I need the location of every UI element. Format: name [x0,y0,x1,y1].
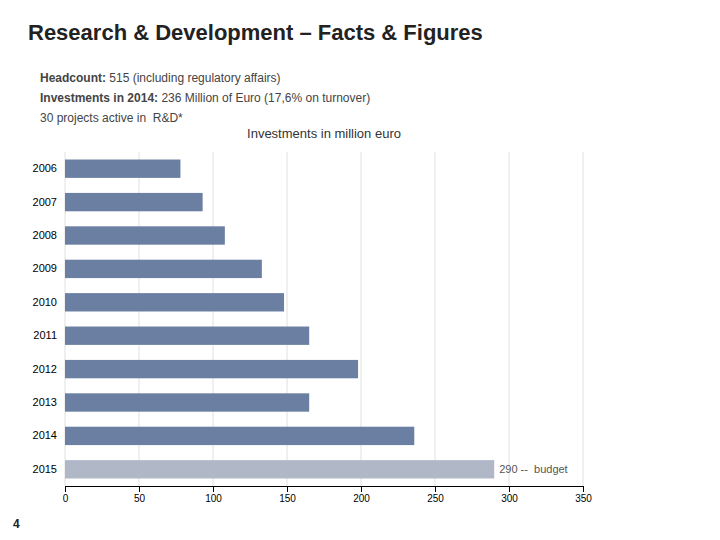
tick: 2011 [33,329,65,341]
subtitle-part: Headcount: [40,71,106,85]
subtitle-line: 30 projects active in R&D* [40,111,183,125]
tick: 150 [279,486,296,504]
subtitle-part: Investments in 2014: [40,91,158,105]
tick-label: 2008 [33,229,57,241]
tick: 2012 [33,363,65,375]
page-title: Research & Development – Facts & Figures [28,20,483,45]
axis-line [66,487,584,493]
tick-mark [213,486,214,492]
tick-label: 2012 [33,363,57,375]
tick-label: 2009 [33,262,57,274]
tick-label: 50 [134,493,146,504]
grid-line [435,152,436,486]
tick-mark [583,486,584,492]
annotation: 290 -- budget [499,463,568,475]
bar [65,427,414,445]
tick: 2015 [33,463,65,475]
category-axis: 2015 2014 2013 2012 2011 2010 2009 2008 2007 2006 [33,162,65,475]
plot: 0501001502002503003502015201420132012201… [33,152,593,504]
tick: 2013 [33,396,65,408]
tick: 100 [205,486,222,504]
tick: 2010 [33,296,65,308]
tick: 2014 [33,429,65,441]
tick-mark [287,486,288,492]
bar [65,460,494,478]
tick-mark [139,486,140,492]
grid [65,152,583,486]
tick: 300 [501,486,518,504]
tick-label: 2015 [33,463,57,475]
tick-label: 100 [205,493,222,504]
tick-label: 0 [63,493,69,504]
tick-label: 2011 [33,329,57,341]
tick: 2007 [33,196,65,208]
tick-label: 350 [575,493,592,504]
tick-label: 2013 [33,396,57,408]
tick-label: 2007 [33,196,57,208]
tick: 350 [575,486,592,504]
tick-label: 250 [427,493,444,504]
grid-line [583,152,584,486]
tick-label: 300 [501,493,518,504]
tick-label: 2014 [33,429,57,441]
tick-mark [65,486,66,492]
tick-label: 2006 [33,162,57,174]
subtitle-part: 515 (including regulatory affairs) [106,71,281,85]
subtitle-line: Headcount: 515 (including regulatory aff… [40,71,281,85]
bar [65,327,309,345]
chart-title: Investments in million euro [247,126,401,141]
bar [65,293,284,311]
page-number: 4 [13,517,20,531]
bar [65,226,225,244]
tick: 200 [353,486,370,504]
value-axis: 0 50 100 150 200 250 300 350 [63,486,593,504]
subtitle-part: 30 projects active in R&D* [40,111,183,125]
tick-mark [361,486,362,492]
chart-svg: Research & Development – Facts & Figures… [0,0,720,540]
tick-label: 2010 [33,296,57,308]
tick-mark [435,486,436,492]
bar [65,360,358,378]
bar [65,393,309,411]
bar [65,260,262,278]
subtitle-line: Investments in 2014: 236 Million of Euro… [40,91,370,105]
tick-label: 150 [279,493,296,504]
bars [65,160,494,479]
tick: 2006 [33,162,65,174]
subtitle-part: 236 Million of Euro (17,6% on turnover) [158,91,370,105]
tick-mark [509,486,510,492]
tick: 250 [427,486,444,504]
tick: 0 [63,486,69,504]
bar [65,160,180,178]
tick: 2009 [33,262,65,274]
tick: 50 [134,486,146,504]
tick-label: 200 [353,493,370,504]
bar [65,193,203,211]
tick: 2008 [33,229,65,241]
grid-line [509,152,510,486]
